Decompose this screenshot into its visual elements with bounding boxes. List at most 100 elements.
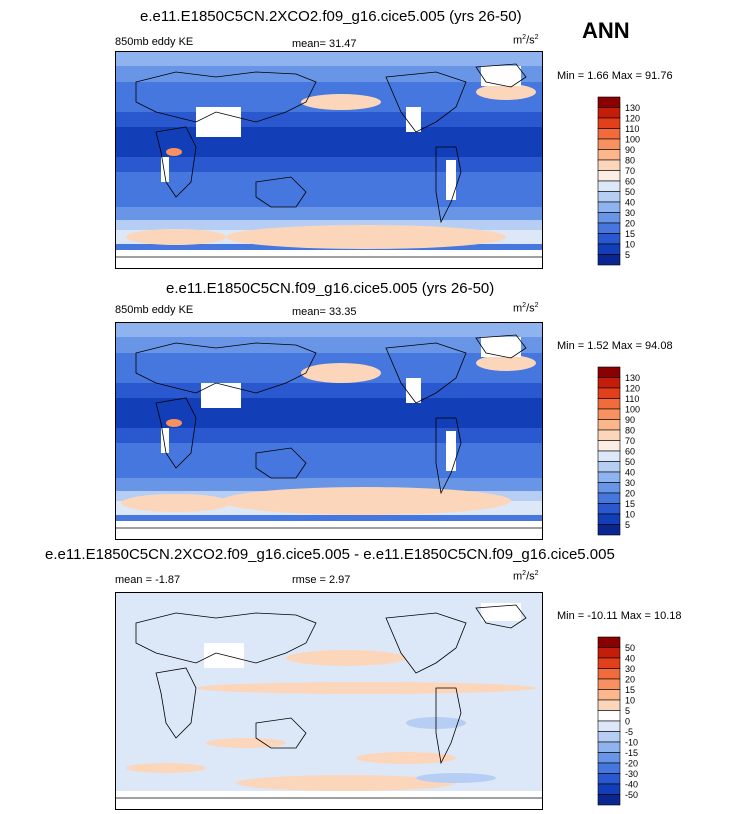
colorbar-swatch (597, 243, 621, 255)
panel-3-units: m2/s2 (513, 570, 539, 583)
colorbar-swatch (597, 524, 621, 536)
colorbar-swatch (597, 408, 621, 420)
colorbar-swatch (597, 461, 621, 473)
colorbar-swatch (597, 222, 621, 234)
colorbar-swatch (597, 731, 621, 743)
colorbar-swatch (597, 212, 621, 224)
units-exp: 2 (522, 34, 527, 41)
colorbar-swatch (597, 794, 621, 806)
colorbar-swatch (597, 191, 621, 203)
panel-1-units: m2/s2 (513, 34, 539, 47)
colorbar-swatch (597, 419, 621, 431)
colorbar-swatch (597, 752, 621, 764)
colorbar-tick-label: 10 (625, 696, 635, 706)
colorbar-swatch (597, 689, 621, 701)
panel-3-rmse: rmse = 2.97 (292, 574, 350, 586)
colorbar-tick-label: 40 (625, 198, 635, 208)
panel-2-map-svg (116, 323, 542, 539)
units-base: m (513, 570, 523, 583)
panel-3-mean: mean = -1.87 (115, 574, 180, 586)
units-base: m (513, 34, 523, 47)
panel-1-title: e.e11.E1850C5CN.2XCO2.f09_g16.cice5.005 … (140, 8, 522, 25)
colorbar-tick-label: 10 (625, 510, 635, 520)
colorbar-tick-label: 80 (625, 426, 635, 436)
units-mid: /s (526, 570, 535, 583)
colorbar-tick-label: 20 (625, 675, 635, 685)
colorbar-swatch (597, 128, 621, 140)
colorbar-tick-label: -20 (625, 759, 638, 769)
panel-2-minmax: Min = 1.52 Max = 94.08 (557, 340, 673, 352)
colorbar-tick-label: 80 (625, 156, 635, 166)
panel-2-map (115, 322, 543, 540)
panel-2-field-label: 850mb eddy KE (115, 304, 194, 316)
panel-2-colorbar: 130 120 110 100 90 80 70 60 50 40 30 20 15 10 5 (597, 366, 667, 541)
colorbar-tick-label: 60 (625, 447, 635, 457)
panel-2-title: e.e11.E1850C5CN.f09_g16.cice5.005 (yrs 2… (166, 280, 495, 297)
colorbar-tick-label: 30 (625, 208, 635, 218)
colorbar-tick-label: 20 (625, 219, 635, 229)
colorbar-tick-label: 120 (625, 384, 640, 394)
colorbar-tick-label: -40 (625, 780, 638, 790)
colorbar-swatch (597, 429, 621, 441)
colorbar-swatch (597, 96, 621, 108)
panel-3-mean-label: mean = (115, 574, 152, 586)
colorbar-tick-label: 20 (625, 489, 635, 499)
colorbar-swatch (597, 170, 621, 182)
panel-3-minmax: Min = -10.11 Max = 10.18 (557, 610, 682, 622)
colorbar-swatch (597, 699, 621, 711)
colorbar-swatch (597, 254, 621, 266)
colorbar-tick-label: 30 (625, 664, 635, 674)
colorbar-tick-label: 50 (625, 643, 635, 653)
colorbar-swatch (597, 107, 621, 119)
colorbar-swatch (597, 159, 621, 171)
colorbar-swatch (597, 492, 621, 504)
panel-2-mean-label: mean= (292, 306, 326, 318)
colorbar-tick-label: 130 (625, 103, 640, 113)
colorbar-tick-label: -10 (625, 738, 638, 748)
colorbar-tick-label: 15 (625, 685, 635, 695)
colorbar-tick-label: 110 (625, 124, 639, 134)
colorbar-tick-label: 100 (625, 135, 640, 145)
colorbar-swatch (597, 482, 621, 494)
panel-1-mean-value: 31.47 (329, 38, 357, 50)
colorbar-swatch (597, 180, 621, 192)
colorbar-swatch (597, 149, 621, 161)
panel-3-mean-value: -1.87 (155, 574, 181, 586)
colorbar-tick-label: -30 (625, 769, 638, 779)
colorbar-swatch (597, 471, 621, 483)
colorbar-tick-label: 50 (625, 187, 635, 197)
panel-3-map-svg (116, 593, 542, 809)
panel-1-mean-label: mean= (292, 38, 326, 50)
colorbar-swatch (597, 762, 621, 774)
colorbar-tick-label: 90 (625, 415, 635, 425)
colorbar-swatch (597, 678, 621, 690)
panel-3-title: e.e11.E1850C5CN.2XCO2.f09_g16.cice5.005 … (45, 546, 615, 563)
colorbar-tick-label: 70 (625, 166, 635, 176)
colorbar-swatch (597, 513, 621, 525)
colorbar-swatch (597, 710, 621, 722)
colorbar-tick-label: 130 (625, 373, 640, 383)
panel-1-map (115, 51, 543, 269)
colorbar-swatch (597, 668, 621, 680)
colorbar-tick-label: 15 (625, 499, 635, 509)
panel-3-rmse-label: rmse = (292, 574, 326, 586)
colorbar-swatch (597, 387, 621, 399)
units-exp: 2 (522, 570, 527, 577)
colorbar-tick-label: 90 (625, 145, 635, 155)
panel-1-mean: mean= 31.47 (292, 38, 357, 50)
colorbar-swatch (597, 138, 621, 150)
colorbar-swatch (597, 503, 621, 515)
season-label: ANN (582, 18, 630, 43)
colorbar-tick-label: 10 (625, 240, 635, 250)
panel-1-minmax: Min = 1.66 Max = 91.76 (557, 70, 673, 82)
colorbar-swatch (597, 366, 621, 378)
colorbar-tick-label: 5 (625, 706, 630, 716)
panel-2-mean: mean= 33.35 (292, 306, 357, 318)
colorbar-swatch (597, 636, 621, 648)
colorbar-swatch (597, 657, 621, 669)
colorbar-swatch (597, 201, 621, 213)
colorbar-tick-label: 120 (625, 114, 640, 124)
units-exp: 2 (534, 302, 539, 309)
panel-3-colorbar: 50 40 30 20 15 10 5 0 -5 -10 -15 -20 -30 -40 -50 (597, 636, 667, 811)
